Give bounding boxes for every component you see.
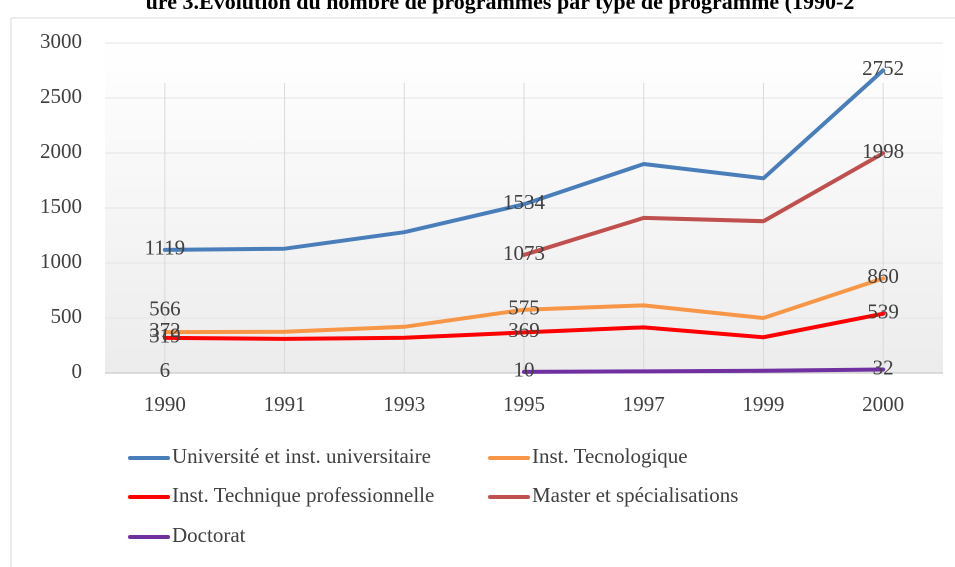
x-tick-label: 1990 xyxy=(144,392,186,416)
x-tick-label: 1993 xyxy=(383,392,425,416)
data-label: 539 xyxy=(867,300,899,324)
y-tick-label: 500 xyxy=(51,304,83,328)
data-label: 10 xyxy=(514,358,535,382)
data-label: 860 xyxy=(867,264,899,288)
legend: Université et inst. universitaire Inst. T… xyxy=(128,444,738,547)
legend-label: Doctorat xyxy=(172,523,246,547)
series-line xyxy=(162,276,886,335)
data-label: 372 xyxy=(149,318,181,342)
grid xyxy=(105,42,943,374)
y-tick-label: 2000 xyxy=(40,139,82,163)
y-tick-label: 3000 xyxy=(40,29,82,53)
data-label: 369 xyxy=(508,318,540,342)
y-tick-label: 0 xyxy=(72,359,83,383)
data-label: 32 xyxy=(873,355,894,379)
legend-label: Master et spécialisations xyxy=(532,483,738,507)
data-label: 1119 xyxy=(145,236,185,260)
series-line xyxy=(522,367,886,374)
data-label: 319 xyxy=(149,324,181,348)
data-label: 2752 xyxy=(862,56,904,80)
series-line xyxy=(162,68,886,252)
chart-title: ure 3.Evolution du nombre de programmes … xyxy=(146,0,855,14)
lines xyxy=(162,68,886,374)
series-line xyxy=(522,151,886,257)
x-tick-label: 1997 xyxy=(623,392,665,416)
y-tick-label: 1500 xyxy=(40,194,82,218)
x-tick-label: 2000 xyxy=(862,392,904,416)
series-line xyxy=(162,311,886,341)
data-label: 566 xyxy=(149,297,181,321)
data-label: 1534 xyxy=(503,190,546,214)
data-label: 575 xyxy=(508,296,540,320)
y-tick-label: 2500 xyxy=(40,84,82,108)
y-tick-label: 1000 xyxy=(40,249,82,273)
x-tick-label: 1999 xyxy=(742,392,784,416)
legend-label: Université et inst. universitaire xyxy=(172,444,431,468)
data-label: 1998 xyxy=(862,139,904,163)
x-tick-label: 1995 xyxy=(503,392,545,416)
data-label: 6 xyxy=(160,358,171,382)
x-tick-label: 1991 xyxy=(264,392,306,416)
labels: 0 500 1000 1500 2000 2500 3000 1990 1991 1993 1995… xyxy=(40,29,904,416)
legend-label: Inst. Technique professionnelle xyxy=(172,483,434,507)
data-label: 1073 xyxy=(503,241,545,265)
legend-label: Inst. Tecnologique xyxy=(532,444,688,468)
